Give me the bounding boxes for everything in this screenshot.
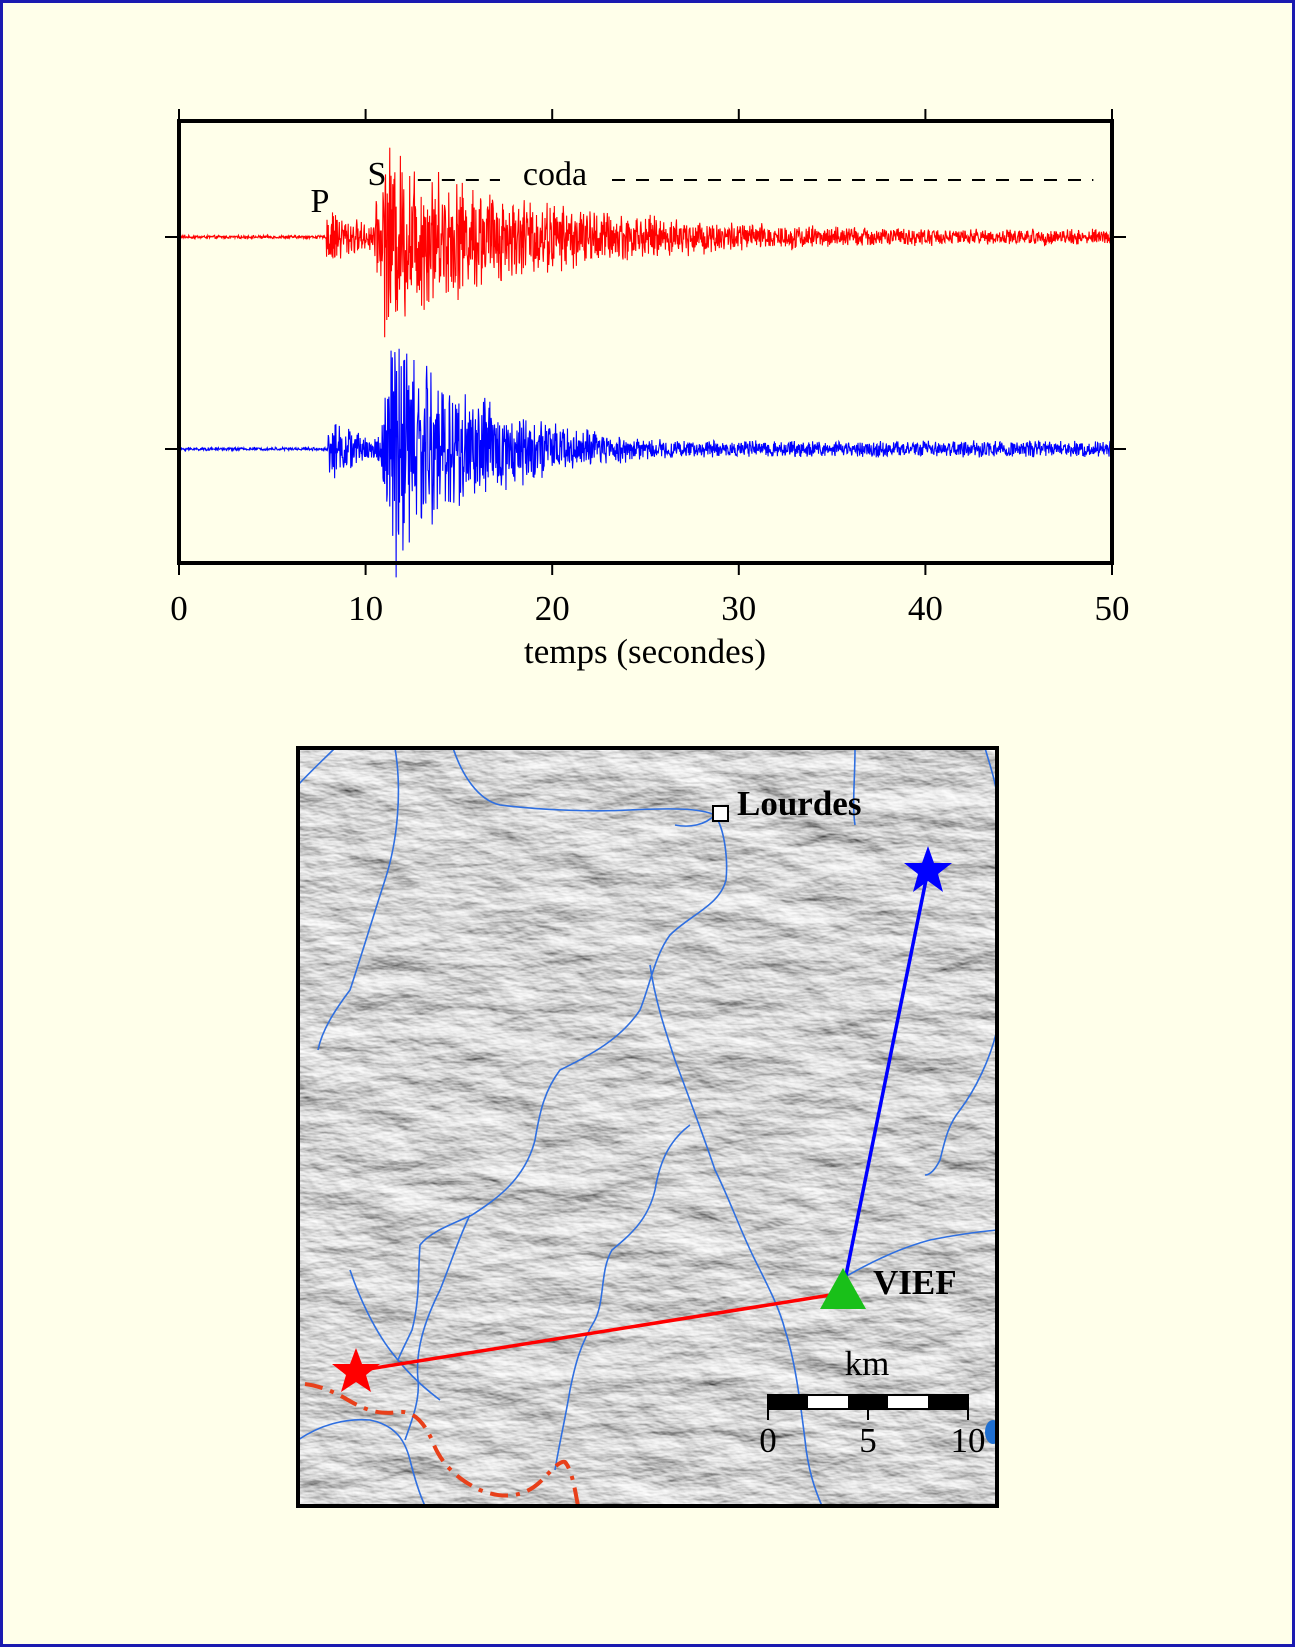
x-axis-ticks: 0 10 20 30 40 50 (170, 109, 1130, 628)
rivers (298, 748, 997, 1506)
town-label: Lourdes (737, 784, 861, 823)
river-14 (924, 1029, 997, 1176)
border-line (304, 1382, 580, 1506)
town-marker (712, 805, 729, 822)
river-2 (317, 748, 400, 1051)
river-4 (397, 814, 728, 1361)
x-axis-label: temps (secondes) (524, 632, 766, 671)
x-tick-label: 0 (170, 589, 188, 628)
x-tick-label: 40 (908, 589, 943, 628)
river-10 (298, 1418, 426, 1506)
scale-label-0: 0 (759, 1421, 777, 1460)
station-triangle (820, 1268, 866, 1309)
station-label: VIEF (873, 1263, 957, 1302)
seismogram-trace-1 (178, 147, 1113, 338)
s-phase-label: S (368, 156, 387, 193)
river-3 (452, 748, 716, 816)
river-8 (404, 1214, 471, 1441)
seismogram-traces (178, 147, 1113, 578)
event-far-star (904, 846, 952, 892)
ray-path-near (355, 1291, 844, 1373)
seismogram-chart: 0 10 20 30 40 50 temps (secondes) P S coda (165, 109, 1130, 671)
scale-bar: km 0 5 10 (759, 1344, 985, 1460)
river-1 (298, 748, 336, 786)
x-tick-label: 20 (535, 589, 570, 628)
relief-shading (298, 748, 997, 1506)
seismogram-trace-2 (178, 348, 1113, 578)
scale-title: km (845, 1344, 890, 1383)
river-7 (554, 1124, 691, 1471)
coda-label: coda (523, 156, 587, 193)
river-9 (349, 1269, 441, 1401)
ray-path-far (841, 869, 930, 1291)
p-phase-label: P (311, 183, 330, 220)
x-tick-label: 50 (1095, 589, 1130, 628)
event-near-star (332, 1348, 380, 1392)
lake-patch (985, 1420, 997, 1444)
plot-frame (177, 119, 1114, 565)
river-6 (649, 964, 823, 1506)
scale-seg-3 (928, 1395, 968, 1409)
x-tick-label: 30 (721, 589, 756, 628)
scale-seg-1 (768, 1395, 808, 1409)
scale-label-10: 10 (951, 1421, 986, 1460)
river-13 (852, 748, 856, 826)
map-frame (296, 746, 999, 1508)
x-tick-label: 10 (348, 589, 383, 628)
river-11 (839, 1229, 997, 1281)
scale-label-5: 5 (859, 1421, 877, 1460)
